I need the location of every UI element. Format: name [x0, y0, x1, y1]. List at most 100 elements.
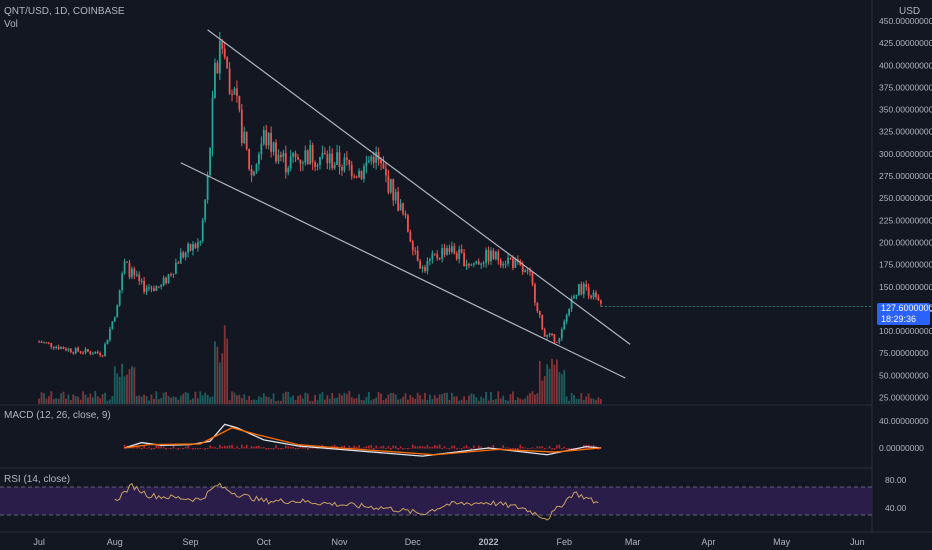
macd-histogram-bar [316, 448, 319, 450]
macd-histogram-bar [311, 447, 314, 449]
volume-bar [243, 394, 246, 404]
macd-histogram-bar [377, 447, 380, 449]
candle-body [248, 148, 251, 169]
candle-body [187, 243, 189, 253]
macd-histogram-bar [509, 448, 512, 450]
volume-bar [162, 392, 165, 404]
macd-histogram-bar [534, 448, 536, 449]
candle-body [582, 283, 585, 295]
candle-body [165, 277, 167, 284]
volume-bar [187, 392, 189, 404]
candle-body [121, 273, 124, 291]
candle-body [150, 287, 153, 289]
macd-histogram-bar [179, 447, 182, 449]
volume-bar [72, 394, 75, 404]
volume-bar [74, 396, 77, 404]
volume-bar [55, 398, 58, 404]
candle-body [67, 348, 70, 351]
volume-bar [199, 391, 202, 404]
macd-histogram-bar [353, 445, 355, 449]
candle-body [370, 156, 373, 161]
macd-histogram-bar [429, 446, 431, 449]
candle-body [377, 151, 380, 160]
volume-bar [433, 395, 436, 404]
candle-body [350, 164, 353, 177]
volume-bar [138, 395, 141, 404]
macd-histogram-bar [343, 445, 346, 449]
volume-bar [441, 394, 444, 404]
macd-histogram-bar [553, 448, 556, 450]
volume-bar [509, 394, 512, 404]
candle-body [314, 162, 316, 167]
volume-bar [77, 396, 80, 404]
macd-histogram-bar [458, 447, 461, 449]
macd-histogram-bar [512, 448, 514, 450]
volume-bar [182, 393, 185, 404]
time-tick-label: Feb [556, 537, 572, 547]
volume-bar [233, 392, 236, 404]
macd-histogram-bar [258, 445, 260, 449]
volume-bar [50, 391, 53, 404]
volume-bar [504, 400, 507, 404]
volume-bar [250, 400, 253, 404]
price-tick-label: 325.00000000 [879, 127, 932, 137]
volume-bar [343, 392, 346, 404]
volume-bar [416, 392, 419, 404]
volume-bar [595, 399, 597, 404]
macd-histogram-bar [543, 448, 546, 450]
macd-histogram-bar [409, 448, 412, 449]
time-tick-label: Sep [183, 537, 199, 547]
macd-histogram-bar [368, 445, 370, 449]
candle-body [145, 288, 148, 292]
volume-bar [204, 392, 207, 404]
volume-bar [211, 396, 214, 404]
volume-bar [367, 391, 370, 404]
volume-bar [436, 398, 439, 404]
macd-histogram-bar [333, 444, 336, 449]
candle-body [223, 48, 226, 58]
macd-histogram-bar [262, 446, 265, 449]
candle-body [272, 142, 275, 152]
macd-histogram-bar [260, 447, 263, 449]
candle-body [389, 179, 392, 193]
candle-body [321, 153, 324, 157]
candle-body [526, 270, 529, 272]
candle-body [399, 203, 402, 211]
candle-body [60, 347, 62, 349]
macd-histogram-bar [372, 448, 375, 450]
time-tick-label: Jul [33, 537, 45, 547]
volume-bar [470, 393, 473, 404]
volume-bar [109, 399, 111, 404]
macd-histogram-bar [170, 448, 172, 450]
volume-bar [184, 392, 187, 404]
candle-body [94, 352, 97, 354]
volume-bar [375, 397, 378, 404]
candle-body [116, 305, 119, 318]
volume-bar [319, 393, 321, 404]
macd-histogram-bar [275, 445, 277, 449]
macd-histogram-bar [309, 447, 312, 449]
candle-body [419, 260, 422, 269]
volume-bar [155, 391, 158, 404]
volume-bar [372, 399, 375, 404]
volume-bar [338, 393, 341, 404]
candle-body [233, 88, 236, 95]
macd-histogram-bar [216, 448, 219, 449]
volume-bar [133, 367, 136, 404]
trendline [207, 29, 631, 345]
rsi-label: RSI (14, close) [4, 474, 71, 485]
volume-bar [292, 395, 295, 404]
candle-body [87, 349, 89, 352]
candle-body [157, 286, 160, 288]
candle-body [57, 346, 60, 349]
volume-bar [585, 396, 588, 404]
volume-bar [265, 396, 268, 404]
candle-body [319, 156, 321, 166]
volume-bar [370, 400, 373, 404]
macd-histogram-bar [463, 446, 465, 449]
macd-histogram-bar [529, 448, 531, 449]
volume-bar [87, 397, 89, 404]
candle-body [182, 252, 185, 258]
candle-body [560, 329, 563, 339]
